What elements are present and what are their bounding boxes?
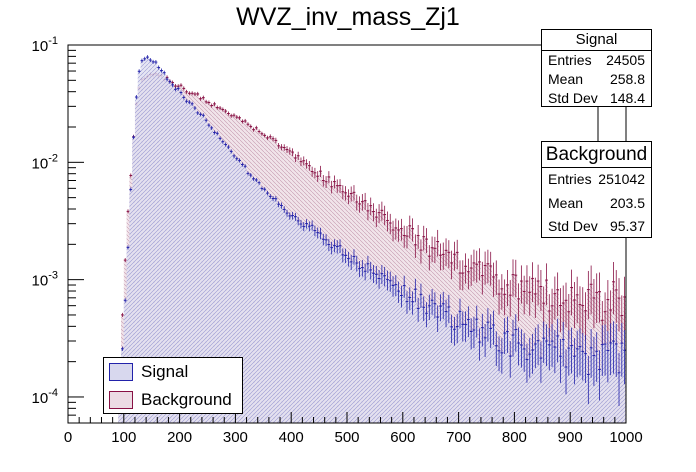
stats-label: Mean: [548, 71, 584, 87]
chart-title: WVZ_inv_mass_Zj1: [236, 3, 460, 31]
x-tick-label: 100: [111, 429, 136, 446]
x-tick-label: 700: [446, 429, 471, 446]
stats-row-entries: Entries 24505: [542, 51, 651, 70]
stats-title: Background: [542, 142, 651, 168]
y-tick-label: 10-1: [32, 35, 58, 55]
legend-entry-background: Background: [104, 386, 242, 414]
stats-value: 95.37: [609, 218, 645, 234]
x-tick-label: 300: [223, 429, 248, 446]
legend-label: Signal: [141, 362, 189, 381]
stats-label: Mean: [548, 194, 584, 211]
stats-label: Std Dev: [548, 218, 598, 234]
x-tick-label: 900: [558, 429, 583, 446]
stats-value: 203.5: [609, 194, 645, 211]
stats-label: Entries: [548, 171, 592, 187]
stats-label: Entries: [548, 52, 592, 68]
y-tick-label: 10-4: [32, 387, 58, 407]
y-tick-label: 10-2: [32, 152, 58, 172]
legend-label: Background: [141, 390, 232, 409]
x-tick-label: 1000: [609, 429, 642, 446]
y-tick-label: 10-3: [32, 270, 58, 290]
x-tick-label: 200: [167, 429, 192, 446]
series-fill: [118, 57, 626, 423]
legend-swatch-signal: [109, 363, 133, 381]
stats-row-stddev: Std Dev 148.4: [542, 89, 651, 108]
stats-title: Signal: [542, 30, 651, 51]
stats-label: Std Dev: [548, 90, 598, 106]
series-signal: [118, 55, 626, 423]
x-tick-label: 500: [334, 429, 359, 446]
legend-entry-signal: Signal: [104, 358, 242, 386]
x-tick-label: 0: [64, 429, 72, 446]
stats-value: 258.8: [609, 71, 645, 87]
x-tick-label: 400: [279, 429, 304, 446]
stats-row-entries: Entries 251042: [542, 168, 651, 192]
stats-box-signal: Signal Entries 24505 Mean 258.8 Std Dev …: [541, 29, 652, 107]
stats-row-mean: Mean 258.8: [542, 70, 651, 89]
x-tick-label: 600: [390, 429, 415, 446]
stats-row-stddev: Std Dev 95.37: [542, 215, 651, 239]
x-tick-label: 800: [502, 429, 527, 446]
stats-value: 148.4: [609, 90, 645, 106]
stats-row-mean: Mean 203.5: [542, 192, 651, 216]
legend-swatch-background: [109, 391, 133, 409]
legend: Signal Background: [103, 357, 243, 414]
stats-box-background: Background Entries 251042 Mean 203.5 Std…: [541, 141, 652, 238]
stats-value: 24505: [606, 52, 645, 68]
stats-value: 251042: [598, 171, 645, 187]
